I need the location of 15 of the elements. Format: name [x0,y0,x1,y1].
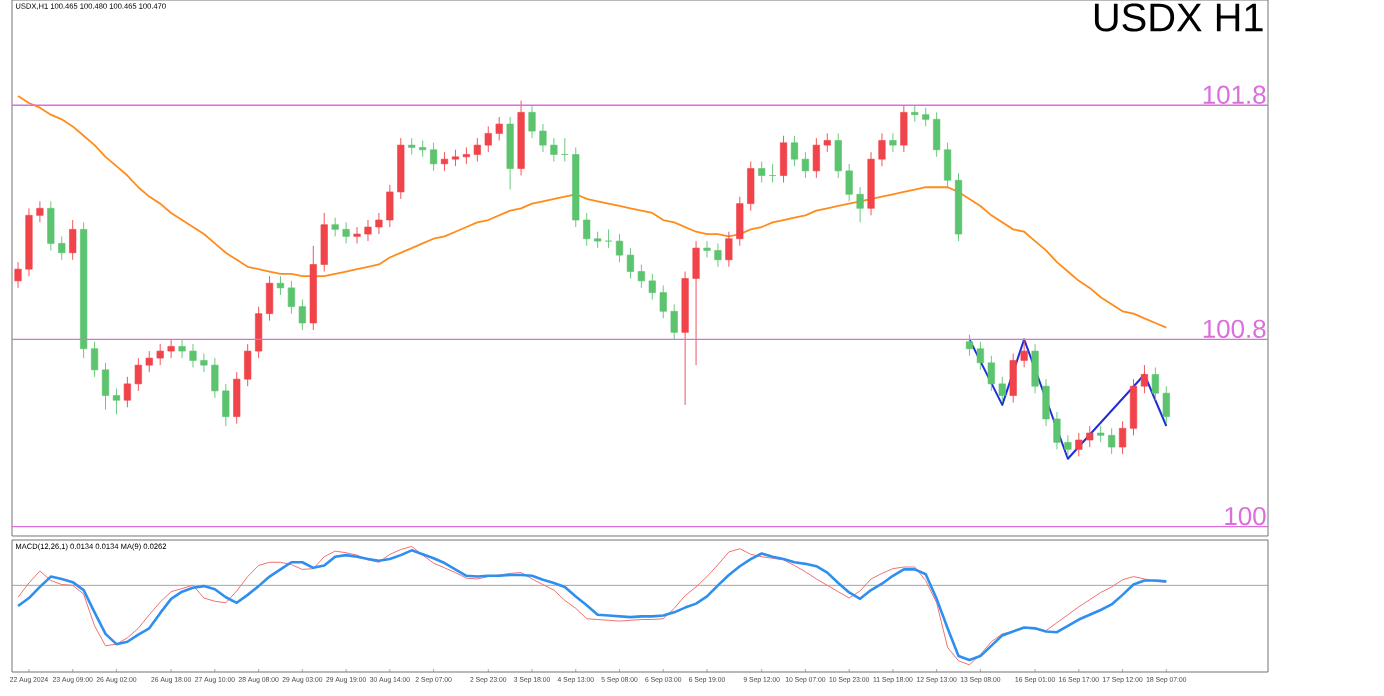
chart-title: USDX H1 [1094,3,1263,32]
candlestick [112,388,121,415]
candlestick [440,151,449,172]
candlestick [615,233,624,263]
candlestick [1129,378,1138,436]
candlestick [506,116,514,191]
candlestick [900,104,908,153]
candlestick [1140,364,1149,394]
candlestick [779,135,788,184]
ref-line-label: 100 [1225,506,1266,526]
candlestick [69,219,77,261]
candlestick [889,132,897,153]
ref-line-label: 100.8 [1203,319,1266,338]
ref-line-label: 101.8 [1203,85,1266,104]
candlestick [1118,420,1127,455]
